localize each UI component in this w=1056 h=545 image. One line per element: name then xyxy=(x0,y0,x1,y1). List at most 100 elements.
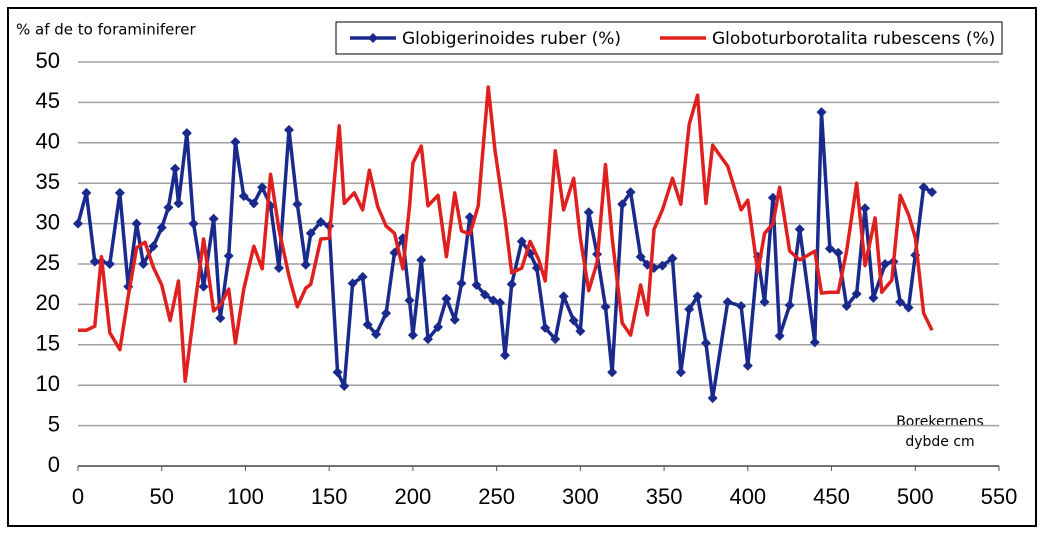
marker xyxy=(422,334,433,345)
marker xyxy=(138,259,149,269)
y-tick-label: 20 xyxy=(36,290,60,315)
marker xyxy=(903,302,914,313)
marker xyxy=(131,218,142,229)
marker xyxy=(173,198,184,209)
marker xyxy=(700,338,711,349)
marker xyxy=(456,278,467,289)
marker xyxy=(283,124,294,135)
x-tick-label: 400 xyxy=(729,484,766,509)
legend-marker xyxy=(368,33,378,43)
x-tick-label: 0 xyxy=(72,484,84,509)
marker xyxy=(479,289,490,300)
marker xyxy=(471,280,482,291)
marker xyxy=(371,329,382,340)
marker xyxy=(927,187,938,198)
annotation-box xyxy=(880,410,1000,456)
marker xyxy=(170,163,181,174)
marker xyxy=(568,315,579,326)
marker xyxy=(441,293,452,304)
marker xyxy=(880,259,891,269)
marker xyxy=(433,322,444,333)
marker xyxy=(357,271,368,282)
marker xyxy=(657,260,668,271)
x-tick-label: 250 xyxy=(478,484,515,509)
marker xyxy=(416,254,427,265)
marker xyxy=(607,367,618,378)
x-tick-label: 150 xyxy=(311,484,348,509)
marker xyxy=(575,326,586,337)
marker xyxy=(667,253,678,264)
marker xyxy=(208,213,219,224)
marker xyxy=(675,367,686,378)
marker xyxy=(148,241,159,252)
series-line xyxy=(78,85,934,383)
marker xyxy=(684,304,695,315)
marker xyxy=(404,295,415,306)
marker xyxy=(500,350,511,361)
marker xyxy=(156,222,167,233)
x-tick-label: 450 xyxy=(813,484,850,509)
marker xyxy=(292,199,303,210)
marker xyxy=(550,334,561,345)
marker xyxy=(339,381,350,392)
marker xyxy=(347,278,358,289)
marker xyxy=(104,259,115,269)
x-tick-label: 350 xyxy=(646,484,683,509)
y-tick-label: 45 xyxy=(36,88,60,113)
marker xyxy=(198,281,209,292)
marker xyxy=(516,236,527,247)
marker xyxy=(774,330,785,341)
marker xyxy=(305,228,316,239)
marker xyxy=(794,224,805,235)
marker xyxy=(824,243,835,254)
marker xyxy=(841,301,852,312)
x-tick-label: 500 xyxy=(897,484,934,509)
y-tick-label: 5 xyxy=(48,411,60,436)
y-tick-label: 35 xyxy=(36,169,60,194)
y-tick-label: 25 xyxy=(36,250,60,275)
marker xyxy=(558,291,569,302)
marker xyxy=(315,216,326,227)
marker xyxy=(860,203,871,214)
marker xyxy=(736,301,747,312)
marker xyxy=(583,207,594,218)
marker xyxy=(617,199,628,210)
marker xyxy=(89,256,100,267)
x-tick-label: 200 xyxy=(395,484,432,509)
marker xyxy=(238,191,249,202)
marker xyxy=(223,250,234,261)
y-tick-label: 10 xyxy=(36,371,60,396)
marker xyxy=(362,319,373,330)
marker xyxy=(114,187,125,198)
marker xyxy=(833,247,844,258)
marker xyxy=(449,314,460,325)
marker xyxy=(692,291,703,302)
marker xyxy=(300,259,311,270)
marker xyxy=(163,202,174,213)
x-tick-label: 100 xyxy=(227,484,264,509)
marker xyxy=(600,301,611,312)
marker xyxy=(540,322,551,333)
marker xyxy=(868,292,879,303)
marker xyxy=(257,182,268,193)
marker xyxy=(625,187,636,198)
marker xyxy=(73,218,83,229)
marker xyxy=(759,296,770,307)
marker xyxy=(188,218,199,229)
marker xyxy=(918,182,929,193)
y-tick-label: 40 xyxy=(36,129,60,154)
marker xyxy=(851,288,862,299)
marker xyxy=(181,128,192,139)
marker xyxy=(809,337,820,348)
marker xyxy=(635,251,646,262)
marker xyxy=(407,330,418,341)
marker xyxy=(767,192,778,203)
marker xyxy=(494,297,505,308)
marker xyxy=(381,308,392,319)
marker xyxy=(784,300,795,311)
series-line xyxy=(76,110,933,400)
marker xyxy=(722,296,733,307)
x-tick-label: 50 xyxy=(149,484,173,509)
x-tick-label: 300 xyxy=(562,484,599,509)
